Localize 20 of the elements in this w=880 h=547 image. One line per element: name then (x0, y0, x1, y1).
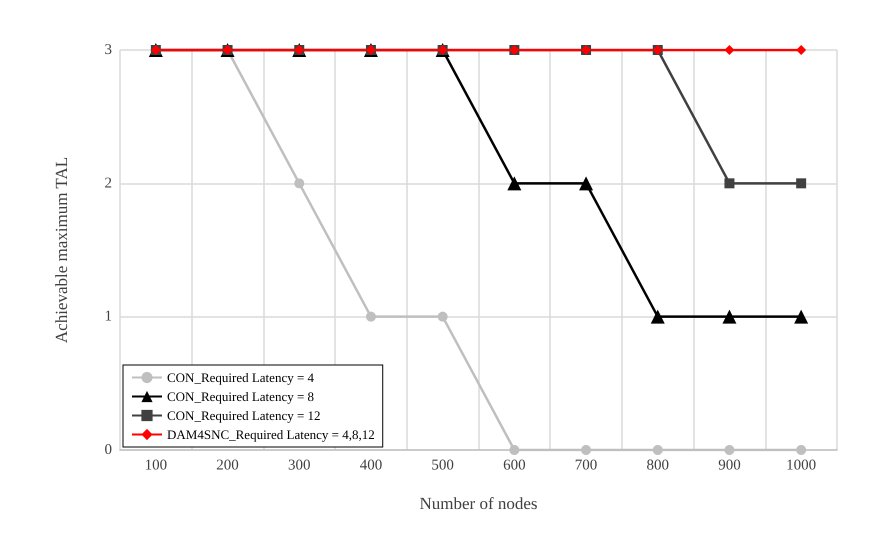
x-tick-label: 900 (718, 458, 741, 474)
x-tick-label: 300 (288, 458, 310, 474)
x-tick-label: 100 (144, 458, 168, 474)
legend-label: DAM4SNC_Required Latency = 4,8,12 (167, 427, 375, 442)
x-tick-label: 700 (574, 458, 598, 474)
legend-label: CON_Required Latency = 4 (167, 370, 315, 385)
x-axis-title: Number of nodes (419, 494, 538, 513)
y-axis-title: Achievable maximum TAL (52, 156, 71, 344)
x-tick-label: 600 (503, 458, 526, 474)
legend-label: CON_Required Latency = 12 (167, 408, 321, 423)
y-tick-label: 0 (104, 442, 112, 458)
y-tick-label: 2 (104, 175, 112, 192)
x-tick-label: 200 (216, 458, 239, 474)
legend-label: CON_Required Latency = 8 (167, 389, 314, 404)
x-tick-label: 500 (431, 458, 454, 474)
x-tick-label: 400 (360, 458, 382, 474)
x-tick-label: 1000 (786, 458, 816, 474)
y-tick-label: 1 (104, 308, 112, 325)
x-tick-label: 800 (646, 458, 669, 474)
y-tick-label: 3 (104, 42, 112, 58)
